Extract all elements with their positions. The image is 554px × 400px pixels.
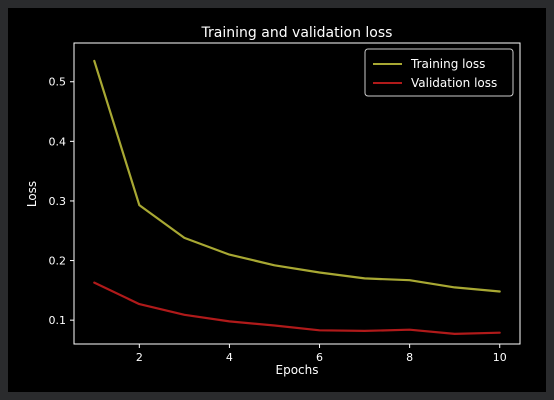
y-tick-label: 0.1 <box>49 314 67 327</box>
y-axis-ticks: 0.1 0.2 0.3 0.4 0.5 <box>49 76 74 327</box>
training-loss-line <box>93 59 501 293</box>
legend-label-training: Training loss <box>410 57 485 71</box>
y-tick-label: 0.3 <box>49 195 67 208</box>
x-tick-label: 6 <box>316 351 323 364</box>
chart-title: Training and validation loss <box>201 25 393 41</box>
figure-canvas: Training and validation loss 2 4 6 8 10 0.1 0… <box>8 8 546 392</box>
series-lines <box>93 59 501 335</box>
validation-loss-line <box>93 281 501 335</box>
legend: Training loss Validation loss <box>364 48 514 97</box>
y-tick-label: 0.4 <box>49 135 67 148</box>
y-tick-label: 0.2 <box>49 255 67 268</box>
legend-label-validation: Validation loss <box>411 76 497 90</box>
x-axis-label: Epochs <box>276 363 319 377</box>
x-tick-label: 2 <box>136 351 143 364</box>
x-tick-label: 4 <box>226 351 233 364</box>
legend-box <box>364 48 514 97</box>
x-tick-label: 10 <box>493 351 507 364</box>
loss-chart: Training and validation loss 2 4 6 8 10 0.10… <box>25 25 521 377</box>
x-tick-label: 8 <box>406 351 413 364</box>
y-axis-label: Loss <box>25 181 39 207</box>
x-axis-ticks: 2 4 6 8 10 <box>136 344 507 364</box>
y-tick-label: 0.5 <box>49 76 67 89</box>
